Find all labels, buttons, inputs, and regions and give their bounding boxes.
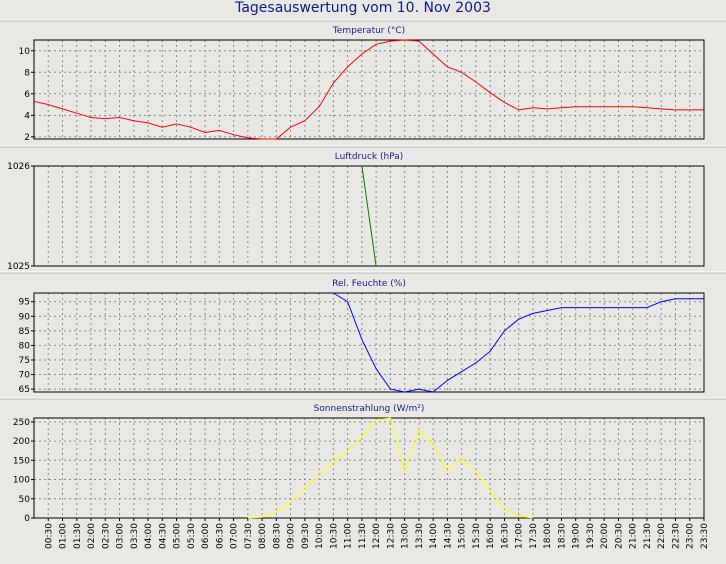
y-tick-label: 90: [19, 312, 31, 322]
x-tick-label: 08:30: [272, 523, 282, 549]
x-tick-label: 14:00: [429, 523, 439, 549]
x-tick-label: 19:30: [586, 523, 596, 549]
panel-subtitle: Rel. Feuchte (%): [332, 279, 406, 289]
x-tick-label: 07:00: [230, 523, 240, 549]
y-tick-label: 1026: [7, 162, 30, 172]
plot-frame: [33, 292, 705, 393]
x-tick-label: 18:00: [543, 523, 553, 549]
y-tick-label: 75: [19, 356, 30, 366]
x-tick-label: 17:00: [515, 523, 525, 549]
x-tick-label: 16:30: [500, 523, 510, 549]
series-line: [247, 417, 533, 519]
x-tick-label: 21:00: [629, 523, 639, 549]
x-tick-label: 23:00: [686, 523, 696, 549]
series-line: [333, 292, 704, 393]
y-tick-label: 0: [24, 514, 30, 524]
y-tick-label: 250: [13, 418, 30, 428]
x-tick-label: 02:30: [101, 523, 111, 549]
y-tick-label: 2: [24, 133, 30, 143]
x-tick-label: 06:30: [215, 523, 225, 549]
panel-subtitle: Temperatur (°C): [332, 26, 405, 36]
x-tick-label: 11:00: [344, 523, 354, 549]
x-tick-label: 20:30: [614, 523, 624, 549]
x-tick-label: 09:00: [287, 523, 297, 549]
x-tick-label: 03:30: [130, 523, 140, 549]
y-tick-label: 50: [19, 495, 31, 505]
x-tick-label: 05:00: [173, 523, 183, 549]
x-tick-label: 15:00: [458, 523, 468, 549]
x-tick-label: 01:30: [73, 523, 83, 549]
plot-frame: [33, 39, 705, 140]
panel-subtitle: Luftdruck (hPa): [335, 152, 404, 162]
x-tick-label: 13:30: [415, 523, 425, 549]
series-line: [33, 39, 704, 140]
plot-area: [34, 40, 704, 139]
x-tick-label: 15:30: [472, 523, 482, 549]
x-tick-label: 02:00: [87, 523, 97, 549]
y-tick-label: 95: [19, 298, 30, 308]
series-line: [361, 165, 377, 267]
x-tick-label: 05:30: [187, 523, 197, 549]
panel-subtitle: Sonnenstrahlung (W/m²): [314, 404, 425, 414]
x-tick-label: 17:30: [529, 523, 539, 549]
x-tick-label: 18:30: [557, 523, 567, 549]
x-tick-label: 16:00: [486, 523, 496, 549]
page-title: Tagesauswertung vom 10. Nov 2003: [235, 0, 491, 16]
plot-frame: [33, 165, 705, 267]
x-tick-label: 23:30: [700, 523, 710, 549]
x-tick-label: 07:30: [244, 523, 254, 549]
x-tick-label: 19:00: [572, 523, 582, 549]
y-tick-label: 85: [19, 327, 30, 337]
x-tick-label: 08:00: [258, 523, 268, 549]
y-tick-label: 200: [13, 437, 30, 447]
y-tick-label: 70: [19, 371, 31, 381]
x-tick-label: 01:00: [59, 523, 69, 549]
x-tick-label: 04:30: [158, 523, 168, 549]
x-tick-label: 14:30: [443, 523, 453, 549]
x-tick-label: 11:30: [358, 523, 368, 549]
x-tick-label: 03:00: [116, 523, 126, 549]
y-tick-label: 10: [19, 47, 31, 57]
y-tick-label: 100: [13, 476, 30, 486]
x-tick-label: 20:00: [600, 523, 610, 549]
y-tick-label: 150: [13, 456, 30, 466]
y-tick-label: 6: [24, 90, 30, 100]
x-tick-label: 00:30: [44, 523, 54, 549]
x-tick-label: 10:30: [329, 523, 339, 549]
x-tick-label: 10:00: [315, 523, 325, 549]
y-tick-label: 1025: [7, 262, 30, 272]
y-tick-label: 8: [24, 68, 30, 78]
x-tick-label: 21:30: [643, 523, 653, 549]
x-tick-label: 04:00: [144, 523, 154, 549]
y-tick-label: 65: [19, 385, 30, 395]
x-tick-label: 12:30: [386, 523, 396, 549]
x-tick-label: 22:30: [671, 523, 681, 549]
plot-frame: [33, 417, 705, 519]
y-tick-label: 80: [19, 341, 31, 351]
x-tick-label: 12:00: [372, 523, 382, 549]
x-tick-label: 22:00: [657, 523, 667, 549]
plot-area: [34, 293, 704, 392]
x-tick-label: 13:00: [401, 523, 411, 549]
plot-area: [34, 418, 704, 518]
x-tick-label: 06:00: [201, 523, 211, 549]
x-tick-label: 09:30: [301, 523, 311, 549]
y-tick-label: 4: [24, 111, 30, 121]
